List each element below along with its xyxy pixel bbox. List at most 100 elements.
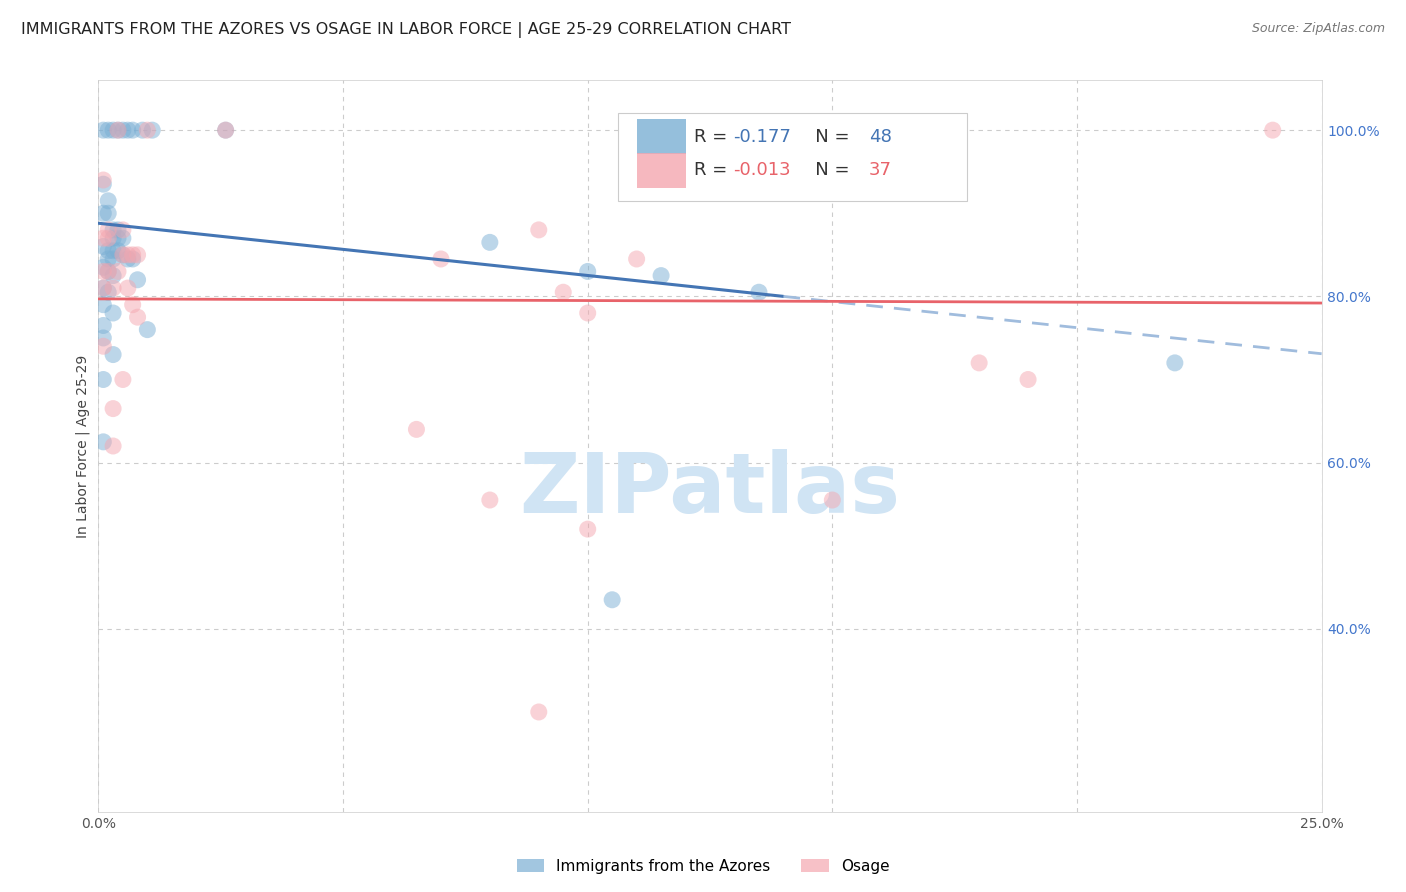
- Point: [97, 223, 120, 237]
- Point: [101, 281, 124, 295]
- Point: [91, 260, 114, 275]
- Point: [111, 248, 134, 262]
- Point: [91, 339, 114, 353]
- Point: [553, 285, 575, 300]
- Point: [91, 123, 114, 137]
- Point: [107, 264, 129, 278]
- Point: [141, 123, 163, 137]
- Point: [97, 194, 120, 208]
- Point: [101, 223, 124, 237]
- Point: [101, 439, 124, 453]
- Point: [626, 252, 648, 266]
- Text: -0.177: -0.177: [734, 128, 792, 145]
- Legend: Immigrants from the Azores, Osage: Immigrants from the Azores, Osage: [510, 853, 896, 880]
- Point: [97, 285, 120, 300]
- Point: [650, 268, 672, 283]
- Point: [527, 223, 550, 237]
- Point: [117, 123, 139, 137]
- Text: IMMIGRANTS FROM THE AZORES VS OSAGE IN LABOR FORCE | AGE 25-29 CORRELATION CHART: IMMIGRANTS FROM THE AZORES VS OSAGE IN L…: [21, 22, 792, 38]
- Point: [107, 123, 129, 137]
- Y-axis label: In Labor Force | Age 25-29: In Labor Force | Age 25-29: [76, 354, 90, 538]
- Point: [97, 264, 120, 278]
- Point: [91, 434, 114, 449]
- Point: [117, 248, 139, 262]
- FancyBboxPatch shape: [637, 119, 686, 154]
- Point: [91, 281, 114, 295]
- Point: [97, 231, 120, 245]
- Point: [121, 252, 143, 266]
- Text: N =: N =: [799, 128, 855, 145]
- Point: [101, 244, 124, 258]
- Point: [101, 252, 124, 266]
- Point: [111, 248, 134, 262]
- Text: 48: 48: [869, 128, 891, 145]
- Point: [101, 348, 124, 362]
- Point: [748, 285, 770, 300]
- Point: [107, 244, 129, 258]
- Point: [576, 522, 599, 536]
- Point: [91, 177, 114, 191]
- Point: [111, 223, 134, 237]
- Point: [136, 123, 159, 137]
- Point: [111, 372, 134, 386]
- Point: [478, 493, 501, 508]
- Point: [91, 173, 114, 187]
- Point: [107, 223, 129, 237]
- Point: [214, 123, 236, 137]
- Point: [967, 356, 990, 370]
- Point: [131, 123, 153, 137]
- Point: [91, 239, 114, 253]
- Point: [97, 252, 120, 266]
- Point: [97, 123, 120, 137]
- Point: [91, 231, 114, 245]
- Point: [527, 705, 550, 719]
- Point: [111, 123, 134, 137]
- Text: N =: N =: [799, 161, 855, 179]
- Point: [91, 331, 114, 345]
- Point: [107, 231, 129, 245]
- Point: [127, 310, 149, 325]
- Text: R =: R =: [695, 161, 733, 179]
- Point: [1017, 372, 1039, 386]
- Point: [127, 273, 149, 287]
- Point: [107, 123, 129, 137]
- Point: [91, 372, 114, 386]
- Point: [101, 268, 124, 283]
- Point: [91, 264, 114, 278]
- Point: [91, 281, 114, 295]
- Point: [97, 206, 120, 220]
- FancyBboxPatch shape: [619, 113, 967, 201]
- Point: [91, 206, 114, 220]
- Point: [101, 231, 124, 245]
- Text: ZIPatlas: ZIPatlas: [520, 450, 900, 531]
- Point: [600, 592, 623, 607]
- Point: [576, 306, 599, 320]
- Point: [121, 298, 143, 312]
- Point: [111, 231, 134, 245]
- Point: [576, 264, 599, 278]
- Text: Source: ZipAtlas.com: Source: ZipAtlas.com: [1251, 22, 1385, 36]
- Point: [121, 123, 143, 137]
- Point: [101, 123, 124, 137]
- Point: [101, 306, 124, 320]
- Point: [101, 401, 124, 416]
- Point: [821, 493, 844, 508]
- Point: [91, 318, 114, 333]
- Point: [97, 264, 120, 278]
- Point: [136, 323, 159, 337]
- Text: -0.013: -0.013: [734, 161, 792, 179]
- Point: [127, 248, 149, 262]
- Point: [91, 298, 114, 312]
- Point: [405, 422, 427, 436]
- Point: [1164, 356, 1187, 370]
- Point: [214, 123, 236, 137]
- Text: 37: 37: [869, 161, 891, 179]
- Text: R =: R =: [695, 128, 733, 145]
- Point: [117, 252, 139, 266]
- Point: [1261, 123, 1284, 137]
- Point: [97, 244, 120, 258]
- Point: [121, 248, 143, 262]
- Point: [430, 252, 453, 266]
- FancyBboxPatch shape: [637, 153, 686, 188]
- Point: [478, 235, 501, 250]
